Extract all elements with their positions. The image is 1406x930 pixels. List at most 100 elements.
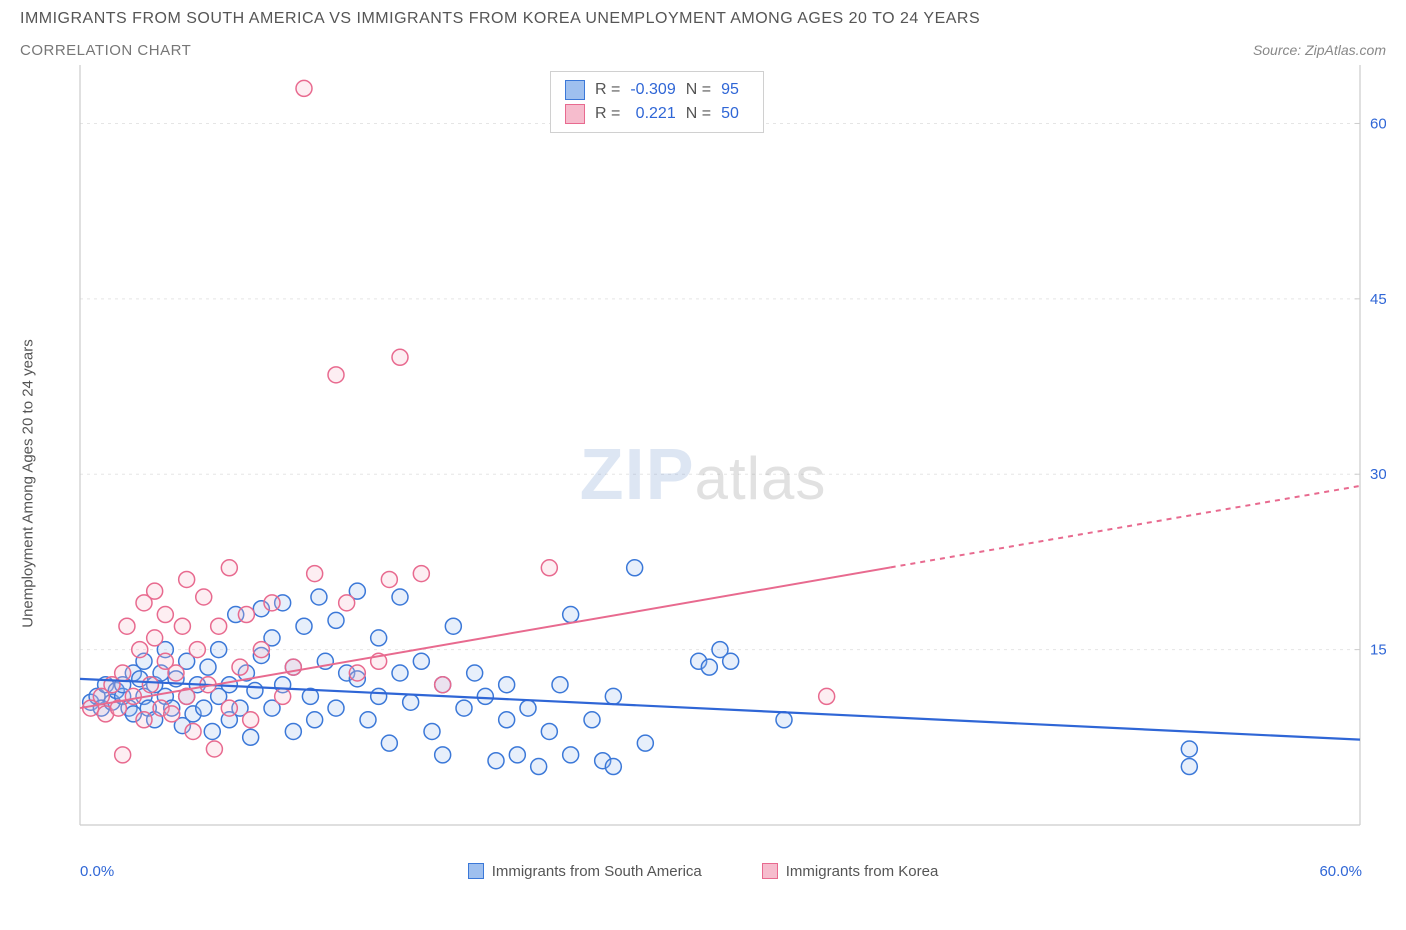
- data-point-south_america: [520, 700, 536, 716]
- subtitle-row: CORRELATION CHART Source: ZipAtlas.com: [20, 42, 1386, 59]
- legend-r-label: R =: [595, 78, 630, 102]
- data-point-south_america: [776, 712, 792, 728]
- legend-row-south_america: R =-0.309N =95: [565, 78, 749, 102]
- series-legend-item: Immigrants from South America: [468, 863, 702, 880]
- data-point-south_america: [211, 642, 227, 658]
- data-point-south_america: [247, 683, 263, 699]
- data-point-korea: [115, 747, 131, 763]
- legend-swatch: [565, 104, 585, 124]
- data-point-korea: [541, 560, 557, 576]
- data-point-south_america: [328, 700, 344, 716]
- data-point-south_america: [360, 712, 376, 728]
- data-point-korea: [164, 706, 180, 722]
- data-point-south_america: [371, 688, 387, 704]
- legend-n-label: N =: [686, 102, 721, 126]
- data-point-south_america: [701, 659, 717, 675]
- data-point-south_america: [605, 759, 621, 775]
- y-tick-label: 60.0%: [1370, 115, 1386, 132]
- data-point-korea: [413, 566, 429, 582]
- data-point-korea: [232, 659, 248, 675]
- data-point-korea: [307, 566, 323, 582]
- data-point-south_america: [552, 677, 568, 693]
- data-point-south_america: [605, 688, 621, 704]
- data-point-korea: [392, 349, 408, 365]
- data-point-south_america: [477, 688, 493, 704]
- chart-subtitle: CORRELATION CHART: [20, 42, 191, 59]
- data-point-south_america: [1181, 741, 1197, 757]
- data-point-korea: [264, 595, 280, 611]
- data-point-south_america: [1181, 759, 1197, 775]
- legend-row-korea: R =0.221N =50: [565, 102, 749, 126]
- legend-swatch: [565, 80, 585, 100]
- data-point-south_america: [392, 665, 408, 681]
- data-point-south_america: [584, 712, 600, 728]
- correlation-legend: R =-0.309N =95R =0.221N =50: [550, 71, 764, 133]
- data-point-south_america: [563, 747, 579, 763]
- data-point-korea: [147, 583, 163, 599]
- data-point-south_america: [196, 700, 212, 716]
- legend-n-value: 95: [721, 78, 749, 102]
- data-point-korea: [132, 642, 148, 658]
- data-point-south_america: [445, 618, 461, 634]
- y-tick-label: 30.0%: [1370, 466, 1386, 483]
- data-point-korea: [221, 560, 237, 576]
- data-point-korea: [142, 677, 158, 693]
- data-point-korea: [296, 80, 312, 96]
- data-point-korea: [196, 589, 212, 605]
- data-point-korea: [147, 630, 163, 646]
- trendline-korea-dashed: [891, 486, 1360, 567]
- legend-r-value: -0.309: [630, 78, 685, 102]
- source-citation: Source: ZipAtlas.com: [1253, 42, 1386, 58]
- data-point-korea: [328, 367, 344, 383]
- scatter-chart: 15.0% 30.0% 45.0% 60.0%: [20, 65, 1386, 855]
- x-axis-max-label: 60.0%: [1319, 863, 1362, 880]
- data-point-south_america: [328, 612, 344, 628]
- data-point-south_america: [531, 759, 547, 775]
- data-point-south_america: [296, 618, 312, 634]
- legend-r-value: 0.221: [630, 102, 685, 126]
- data-point-korea: [238, 607, 254, 623]
- legend-r-label: R =: [595, 102, 630, 126]
- data-point-korea: [243, 712, 259, 728]
- legend-n-label: N =: [686, 78, 721, 102]
- data-point-south_america: [499, 712, 515, 728]
- data-point-korea: [349, 665, 365, 681]
- data-point-south_america: [392, 589, 408, 605]
- data-point-south_america: [723, 653, 739, 669]
- data-point-korea: [157, 607, 173, 623]
- data-point-korea: [179, 571, 195, 587]
- data-point-south_america: [403, 694, 419, 710]
- legend-label: Immigrants from Korea: [786, 863, 939, 880]
- data-point-south_america: [371, 630, 387, 646]
- data-point-south_america: [424, 723, 440, 739]
- chart-container: Unemployment Among Ages 20 to 24 years 1…: [20, 65, 1386, 885]
- y-tick-label: 45.0%: [1370, 291, 1386, 308]
- data-point-south_america: [467, 665, 483, 681]
- data-point-korea: [119, 618, 135, 634]
- data-point-korea: [174, 618, 190, 634]
- series-legend-item: Immigrants from Korea: [762, 863, 939, 880]
- data-point-korea: [253, 642, 269, 658]
- data-point-south_america: [307, 712, 323, 728]
- data-point-south_america: [456, 700, 472, 716]
- data-point-south_america: [381, 735, 397, 751]
- data-point-south_america: [499, 677, 515, 693]
- data-point-korea: [125, 688, 141, 704]
- y-tick-label: 15.0%: [1370, 642, 1386, 659]
- data-point-south_america: [627, 560, 643, 576]
- data-point-south_america: [541, 723, 557, 739]
- data-point-south_america: [285, 723, 301, 739]
- data-point-south_america: [311, 589, 327, 605]
- data-point-korea: [185, 723, 201, 739]
- data-point-korea: [339, 595, 355, 611]
- chart-title: IMMIGRANTS FROM SOUTH AMERICA VS IMMIGRA…: [20, 10, 1386, 28]
- legend-n-value: 50: [721, 102, 749, 126]
- data-point-south_america: [200, 659, 216, 675]
- data-point-korea: [381, 571, 397, 587]
- data-point-south_america: [488, 753, 504, 769]
- data-point-south_america: [204, 723, 220, 739]
- data-point-korea: [819, 688, 835, 704]
- legend-swatch: [468, 863, 484, 879]
- data-point-south_america: [563, 607, 579, 623]
- y-axis-title: Unemployment Among Ages 20 to 24 years: [20, 339, 37, 628]
